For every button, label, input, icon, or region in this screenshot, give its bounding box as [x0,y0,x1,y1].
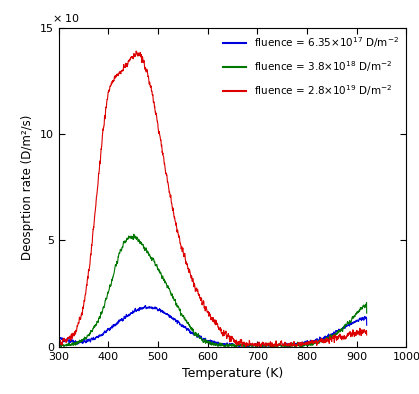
X-axis label: Temperature (K): Temperature (K) [182,367,283,380]
Legend: fluence = 6.35×10$^{17}$ D/m$^{-2}$, fluence = 3.8×10$^{18}$ D/m$^{-2}$, fluence: fluence = 6.35×10$^{17}$ D/m$^{-2}$, flu… [219,31,403,102]
Text: $\times$ 10: $\times$ 10 [52,12,80,24]
Y-axis label: Deosprtion rate (D/m²/s): Deosprtion rate (D/m²/s) [21,115,34,260]
